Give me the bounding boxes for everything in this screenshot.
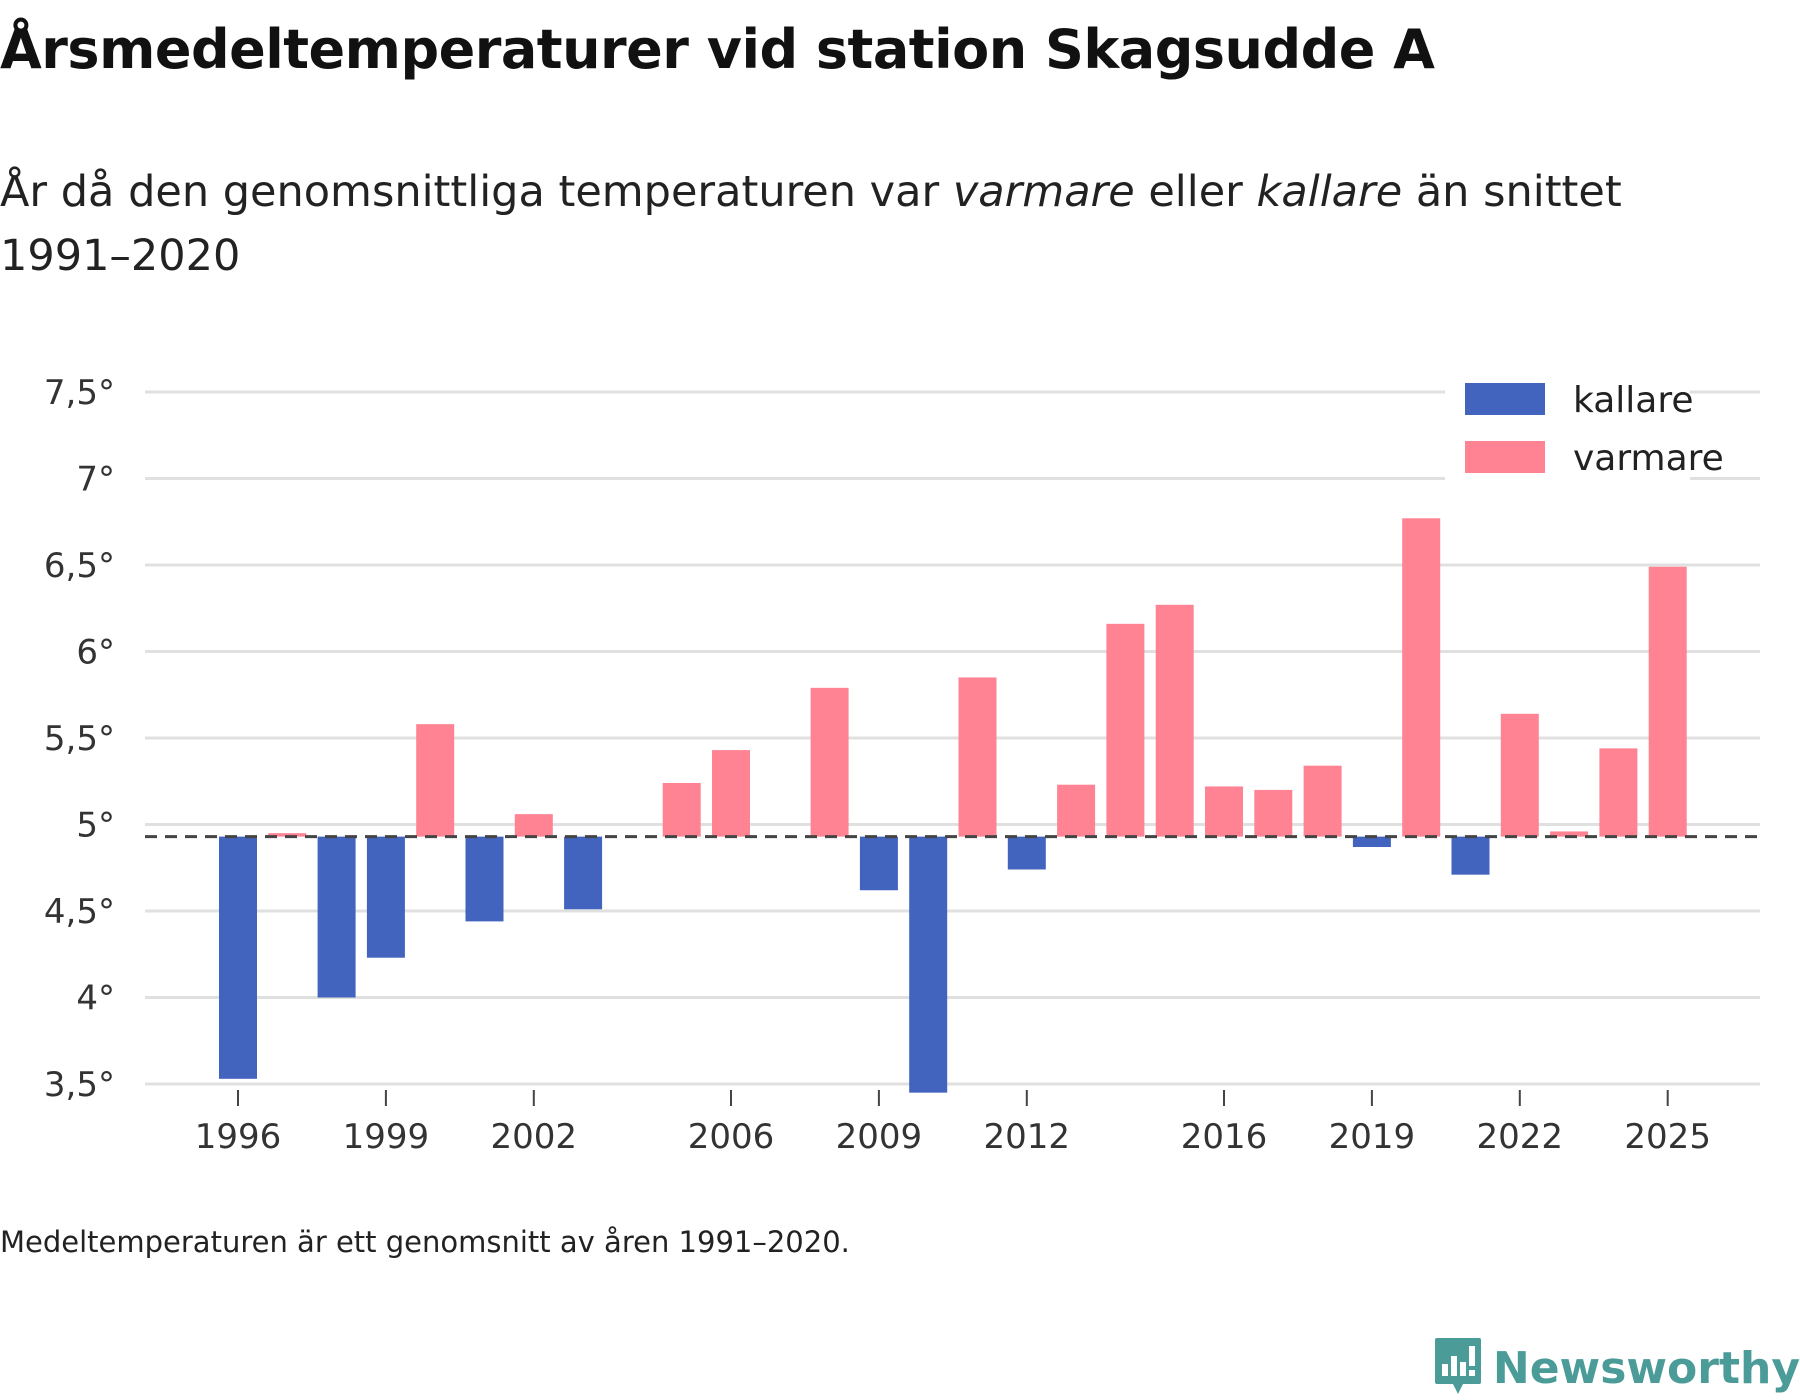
y-tick-label: 7° [76, 460, 115, 500]
newsworthy-logo-icon [1433, 1336, 1483, 1400]
subtitle-colder: kallare [1256, 167, 1403, 217]
bar-2020 [1402, 518, 1441, 837]
chart-title: Årsmedeltemperaturer vid station Skagsud… [0, 18, 1435, 81]
bar-2013 [1057, 784, 1096, 837]
subtitle-warmer: varmare [952, 167, 1135, 217]
y-tick-label: 5,5° [44, 719, 115, 759]
subtitle-text-3: än snittet 1991–2020 [0, 167, 1622, 281]
bar-2003 [564, 836, 603, 910]
y-tick-label: 3,5° [44, 1065, 115, 1105]
bars [219, 518, 1687, 1093]
bar-2019 [1352, 836, 1391, 847]
legend-label-kallare: kallare [1573, 380, 1694, 421]
bar-2011 [958, 677, 997, 837]
bar-2010 [909, 836, 948, 1093]
brand-name: Newsworthy [1492, 1342, 1800, 1394]
bar-2006 [712, 750, 750, 837]
x-tick-label: 1996 [195, 1117, 282, 1157]
x-tick-label: 2016 [1181, 1117, 1268, 1157]
bar-2021 [1451, 836, 1490, 875]
footnote: Medeltemperaturen är ett genomsnitt av å… [0, 1225, 850, 1259]
x-tick-label: 2002 [491, 1117, 578, 1157]
legend-swatch-varmare [1465, 441, 1545, 473]
bar-chart: 3,5° 4° 4,5° 5° 5,5° 6° 6,5° 7° 7,5° 1996 1999 200… [0, 360, 1800, 1200]
y-axis-ticks: 3,5° 4° 4,5° 5° 5,5° 6° 6,5° 7° 7,5° [44, 373, 115, 1105]
legend-swatch-kallare [1465, 383, 1545, 415]
bar-2018 [1303, 765, 1342, 837]
bar-2002 [514, 814, 553, 837]
chart-subtitle: År då den genomsnittliga temperaturen va… [0, 160, 1720, 288]
bar-2009 [859, 836, 898, 891]
legend-label-varmare: varmare [1573, 438, 1724, 479]
bar-1996 [219, 836, 257, 1079]
bar-2008 [810, 687, 849, 837]
bar-2025 [1648, 566, 1687, 837]
bar-2016 [1205, 786, 1243, 837]
bar-2024 [1599, 748, 1638, 837]
subtitle-text-2: eller [1134, 167, 1257, 217]
legend: kallare varmare [1445, 368, 1724, 498]
bar-2017 [1254, 789, 1293, 837]
bar-2014 [1106, 623, 1145, 837]
bar-2022 [1500, 713, 1539, 837]
x-tick-label: 2025 [1624, 1117, 1711, 1157]
bar-1997 [268, 833, 307, 837]
x-tick-label: 2022 [1477, 1117, 1564, 1157]
brand: Newsworthy [1433, 1336, 1800, 1400]
bar-2005 [662, 782, 701, 837]
bar-2012 [1007, 836, 1046, 870]
y-tick-label: 4,5° [44, 892, 115, 932]
x-tick-label: 2019 [1329, 1117, 1416, 1157]
y-tick-label: 7,5° [44, 373, 115, 413]
chart-svg: 3,5° 4° 4,5° 5° 5,5° 6° 6,5° 7° 7,5° 1996 1999 200… [44, 368, 1760, 1157]
bar-1999 [366, 836, 405, 958]
x-tick-label: 2012 [984, 1117, 1071, 1157]
bar-2015 [1155, 604, 1194, 837]
x-axis-ticks: 1996 1999 2002 2006 2009 2012 2016 2019 2022 2025 [195, 1090, 1711, 1157]
y-tick-label: 6,5° [44, 546, 115, 586]
x-tick-label: 2009 [836, 1117, 923, 1157]
x-tick-label: 2006 [688, 1117, 775, 1157]
bar-1998 [317, 836, 356, 998]
y-tick-label: 5° [76, 806, 115, 846]
y-tick-label: 6° [76, 633, 115, 673]
bar-2023 [1550, 831, 1589, 837]
subtitle-text-1: År då den genomsnittliga temperaturen va… [0, 167, 953, 217]
x-tick-label: 1999 [343, 1117, 430, 1157]
bar-2001 [465, 836, 504, 922]
bar-2000 [416, 724, 455, 837]
y-tick-label: 4° [76, 979, 115, 1019]
